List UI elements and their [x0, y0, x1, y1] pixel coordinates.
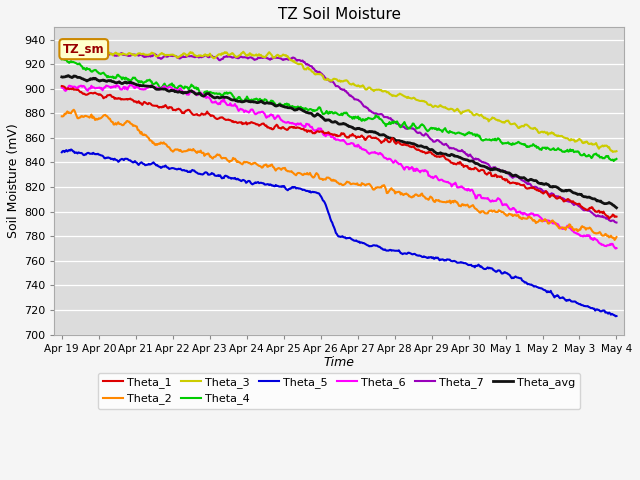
Theta_4 — [386, 119, 394, 125]
Theta_avg — [202, 92, 209, 98]
Theta_avg — [612, 205, 620, 211]
Theta_3 — [200, 52, 208, 58]
Theta_4 — [610, 158, 618, 164]
Theta_3 — [609, 149, 616, 155]
Theta_5 — [429, 254, 437, 260]
Theta_5 — [157, 165, 164, 171]
Theta_2 — [157, 140, 164, 145]
Y-axis label: Soil Moisture (mV): Soil Moisture (mV) — [7, 123, 20, 238]
Theta_1 — [58, 83, 66, 89]
Theta_4 — [157, 86, 164, 92]
Theta_3 — [386, 91, 394, 97]
Theta_5 — [67, 146, 75, 152]
Theta_5 — [202, 169, 209, 175]
Theta_7 — [386, 116, 394, 121]
Theta_2 — [477, 210, 484, 216]
Theta_7 — [58, 51, 66, 57]
Theta_7 — [310, 66, 317, 72]
Theta_1 — [428, 151, 436, 157]
Theta_6 — [202, 94, 209, 100]
Theta_1 — [156, 104, 164, 110]
Theta_4 — [310, 107, 317, 113]
Theta_2 — [58, 113, 66, 119]
Theta_avg — [429, 147, 437, 153]
Theta_4 — [429, 125, 437, 131]
Theta_7 — [157, 56, 164, 61]
Line: Theta_avg: Theta_avg — [62, 76, 616, 208]
Theta_avg — [386, 135, 394, 141]
Theta_6 — [429, 175, 437, 181]
Theta_5 — [612, 313, 620, 319]
Theta_1 — [612, 214, 620, 219]
Line: Theta_3: Theta_3 — [62, 52, 616, 152]
Legend: Theta_1, Theta_2, Theta_3, Theta_4, Theta_5, Theta_6, Theta_7, Theta_avg: Theta_1, Theta_2, Theta_3, Theta_4, Thet… — [99, 372, 580, 409]
Theta_2 — [429, 197, 437, 203]
Theta_3 — [156, 51, 164, 57]
Theta_6 — [58, 84, 66, 90]
Theta_7 — [429, 139, 437, 144]
Line: Theta_2: Theta_2 — [62, 110, 616, 240]
Theta_2 — [310, 175, 317, 180]
Theta_3 — [477, 112, 484, 118]
Theta_7 — [59, 50, 67, 56]
Theta_1 — [200, 111, 208, 117]
Theta_1 — [605, 216, 613, 221]
Theta_5 — [310, 189, 317, 195]
Theta_5 — [612, 313, 620, 319]
Theta_4 — [59, 56, 67, 62]
Theta_6 — [127, 81, 135, 87]
Theta_2 — [612, 234, 620, 240]
Theta_avg — [65, 73, 72, 79]
Theta_1 — [385, 139, 392, 145]
Theta_avg — [58, 74, 66, 80]
Theta_1 — [476, 168, 483, 174]
X-axis label: Time: Time — [324, 356, 355, 369]
Line: Theta_5: Theta_5 — [62, 149, 616, 316]
Theta_6 — [157, 86, 164, 92]
Theta_5 — [58, 149, 66, 155]
Theta_avg — [157, 86, 164, 92]
Theta_2 — [386, 188, 394, 193]
Theta_6 — [386, 156, 394, 162]
Theta_6 — [310, 127, 317, 133]
Theta_avg — [310, 113, 317, 119]
Theta_5 — [386, 247, 394, 253]
Line: Theta_4: Theta_4 — [62, 59, 616, 161]
Theta_2 — [202, 152, 209, 157]
Theta_3 — [429, 104, 437, 110]
Theta_2 — [611, 237, 618, 243]
Theta_3 — [310, 70, 317, 75]
Theta_4 — [477, 135, 484, 141]
Theta_5 — [477, 264, 484, 270]
Theta_1 — [309, 131, 317, 136]
Text: TZ_sm: TZ_sm — [63, 43, 104, 56]
Theta_7 — [477, 157, 484, 163]
Theta_4 — [58, 57, 66, 62]
Theta_4 — [612, 156, 620, 162]
Line: Theta_1: Theta_1 — [62, 86, 616, 218]
Theta_6 — [612, 245, 620, 251]
Theta_7 — [202, 52, 209, 58]
Title: TZ Soil Moisture: TZ Soil Moisture — [278, 7, 401, 22]
Theta_6 — [477, 192, 484, 198]
Theta_avg — [477, 163, 484, 168]
Theta_7 — [612, 220, 620, 226]
Line: Theta_7: Theta_7 — [62, 53, 616, 223]
Theta_4 — [202, 89, 209, 95]
Theta_3 — [612, 148, 620, 154]
Theta_3 — [239, 49, 247, 55]
Theta_3 — [58, 52, 66, 58]
Theta_2 — [70, 107, 77, 113]
Theta_6 — [612, 246, 620, 252]
Line: Theta_6: Theta_6 — [62, 84, 616, 249]
